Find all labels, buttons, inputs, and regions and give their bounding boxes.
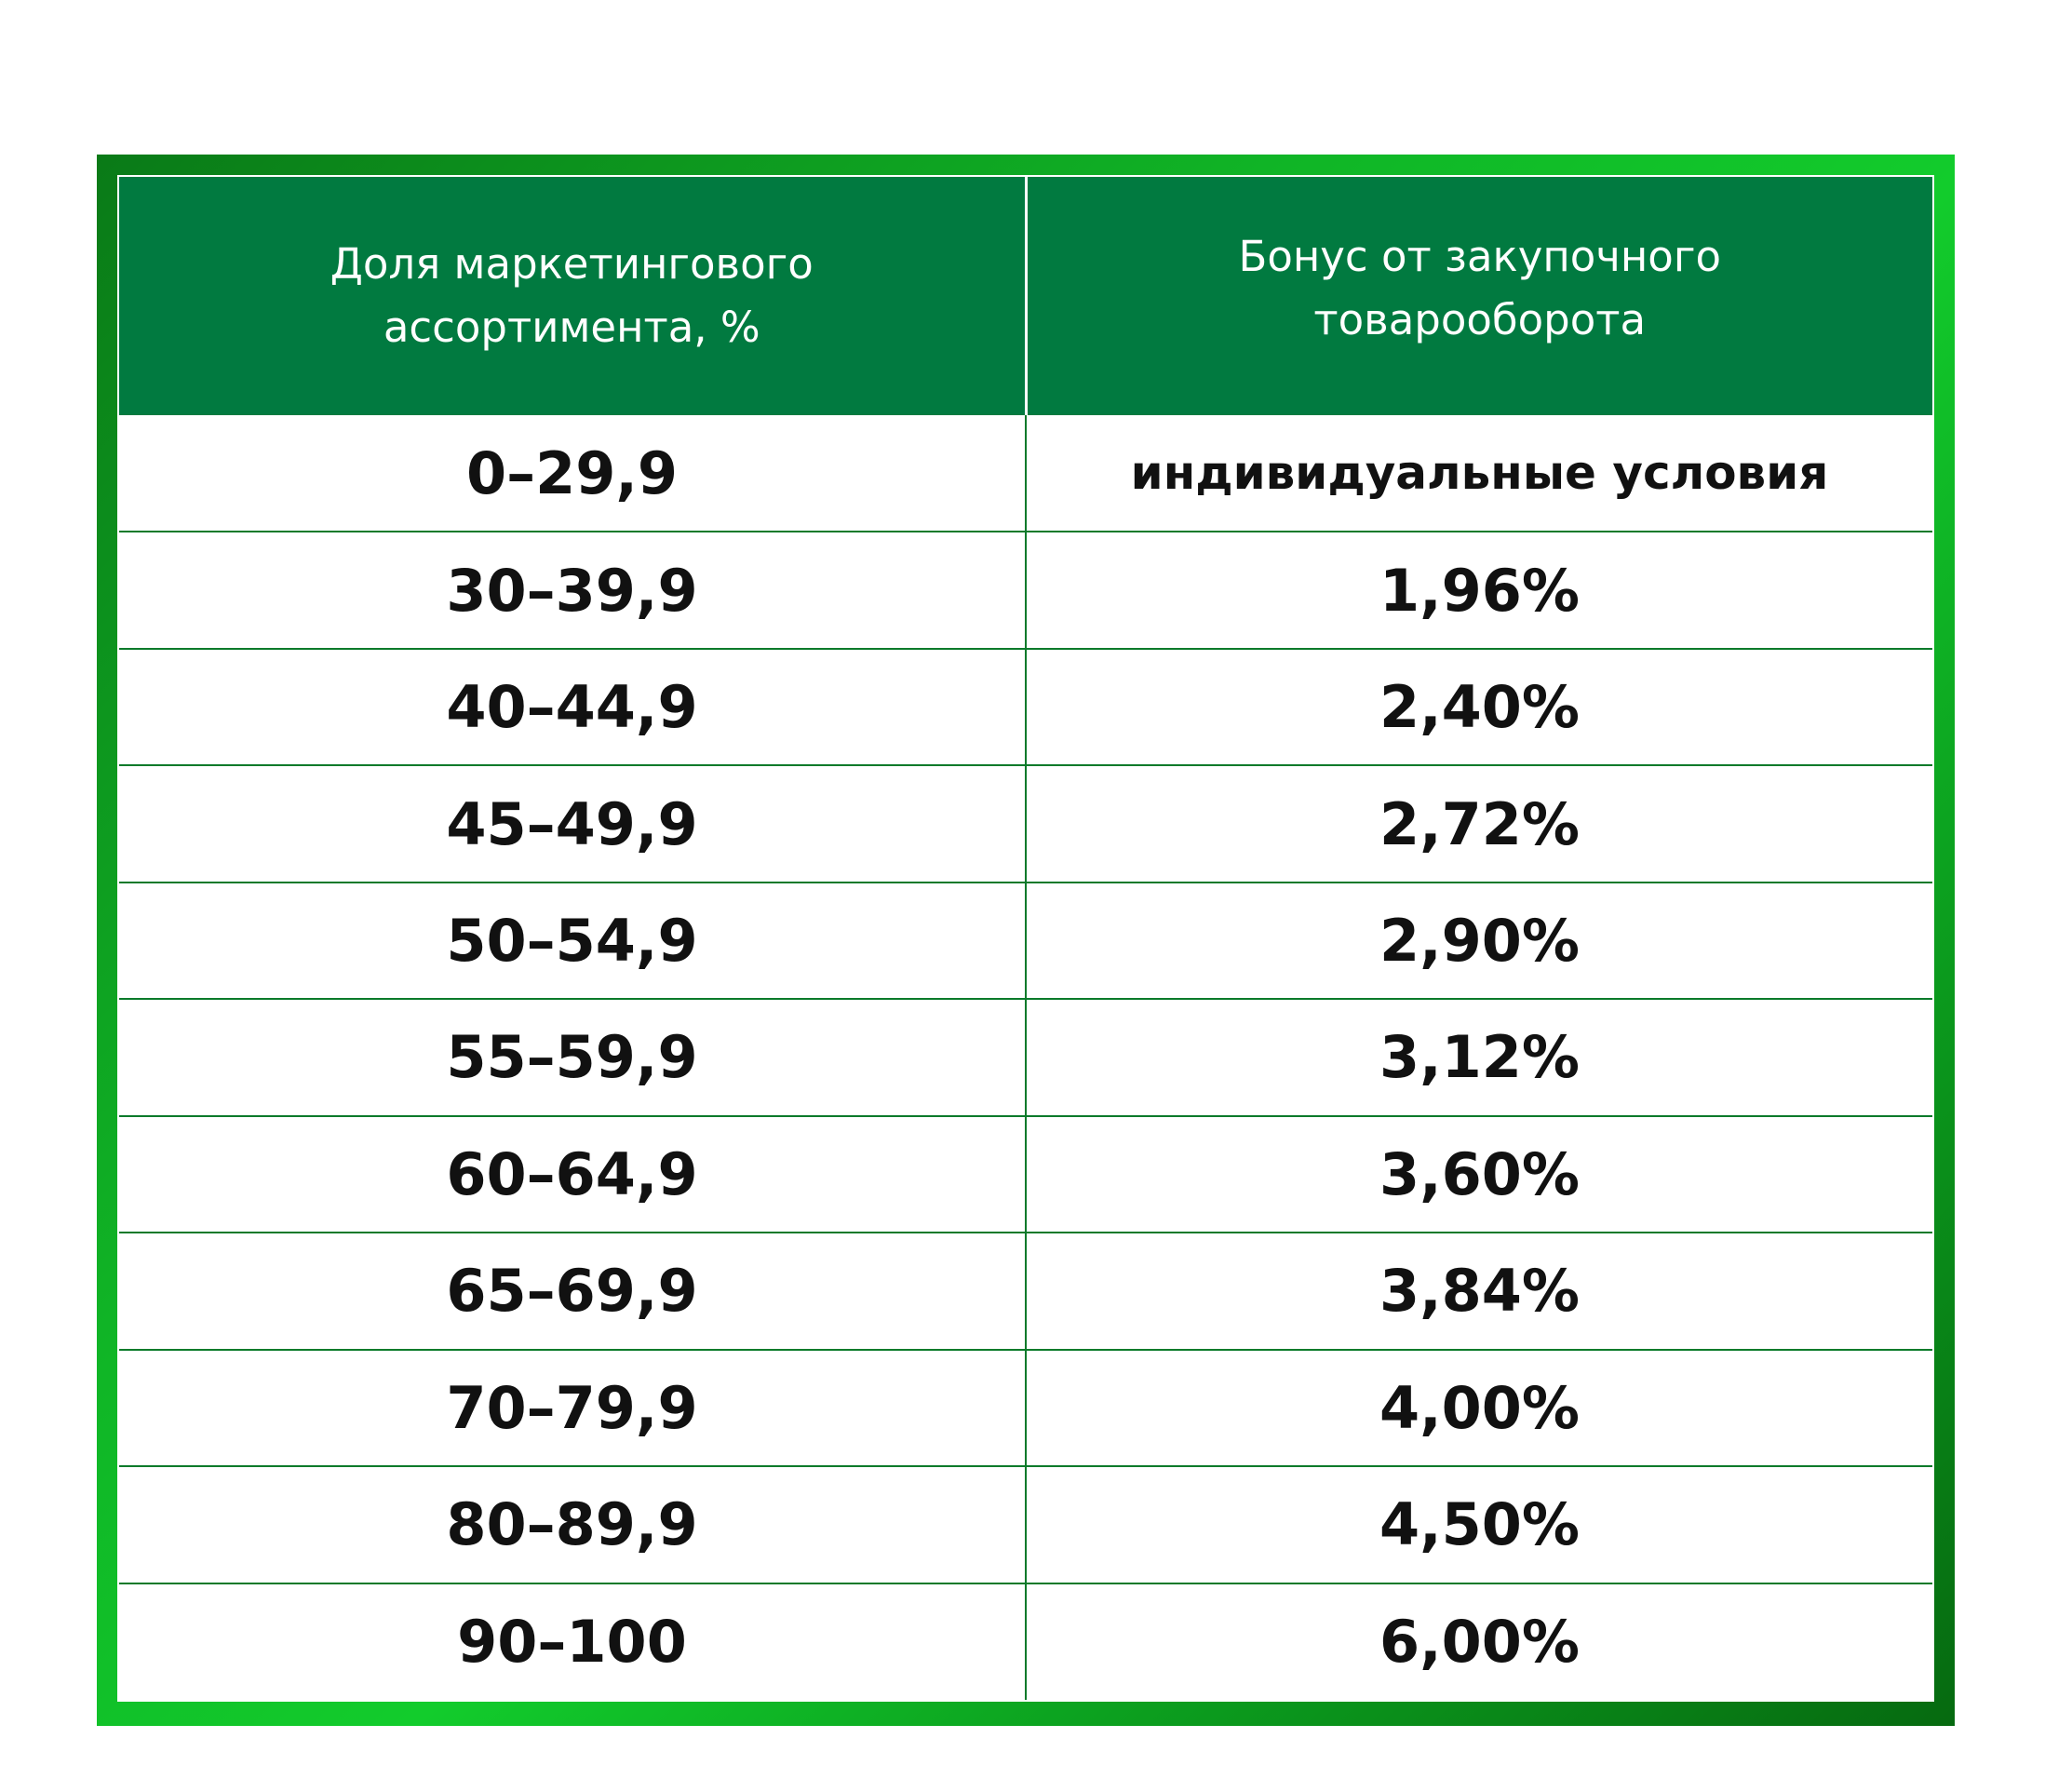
table-row: 50–54,9 2,90% <box>119 881 1932 1000</box>
bonus-value-cell: 2,90% <box>1026 881 1932 1000</box>
table-row: 30–39,9 1,96% <box>119 531 1932 649</box>
share-range-cell: 0–29,9 <box>119 415 1027 532</box>
bonus-value-cell: 3,12% <box>1026 998 1932 1116</box>
table-frame: Доля маркетингового ассортимента, % Бону… <box>97 155 1955 1726</box>
table-row: 0–29,9 индивидуальные условия <box>119 415 1932 532</box>
table-row: 55–59,9 3,12% <box>119 998 1932 1116</box>
table-row: 80–89,9 4,50% <box>119 1465 1932 1583</box>
header-bonus: Бонус от закупочного товарооборота <box>1026 177 1932 415</box>
table-row: 60–64,9 3,60% <box>119 1114 1932 1233</box>
header-row: Доля маркетингового ассортимента, % Бону… <box>119 177 1932 415</box>
bonus-value-cell: 6,00% <box>1026 1582 1932 1700</box>
share-range-cell: 40–44,9 <box>119 647 1027 766</box>
bonus-value-cell: 3,84% <box>1026 1232 1932 1350</box>
share-range-cell: 60–64,9 <box>119 1114 1027 1233</box>
bonus-value-cell: 2,40% <box>1026 647 1932 766</box>
table-row: 90–100 6,00% <box>119 1582 1932 1700</box>
share-range-cell: 70–79,9 <box>119 1348 1027 1467</box>
table-row: 65–69,9 3,84% <box>119 1232 1932 1350</box>
bonus-value-cell: 2,72% <box>1026 764 1932 883</box>
header-share-line2: ассортимента, % <box>383 303 760 352</box>
share-range-cell: 45–49,9 <box>119 764 1027 883</box>
bonus-table: Доля маркетингового ассортимента, % Бону… <box>119 177 1932 1700</box>
table-row: 45–49,9 2,72% <box>119 764 1932 883</box>
header-bonus-line1: Бонус от закупочного <box>1238 232 1722 281</box>
share-range-cell: 80–89,9 <box>119 1465 1027 1583</box>
share-range-cell: 55–59,9 <box>119 998 1027 1116</box>
table-container: Доля маркетингового ассортимента, % Бону… <box>117 175 1934 1702</box>
bonus-value-cell: 4,00% <box>1026 1348 1932 1467</box>
share-range-cell: 90–100 <box>119 1582 1027 1700</box>
header-share-line1: Доля маркетингового <box>330 239 814 289</box>
bonus-value-cell: 3,60% <box>1026 1114 1932 1233</box>
table-row: 70–79,9 4,00% <box>119 1348 1932 1467</box>
share-range-cell: 65–69,9 <box>119 1232 1027 1350</box>
bonus-value-cell: индивидуальные условия <box>1130 446 1829 501</box>
bonus-value-cell: 4,50% <box>1026 1465 1932 1583</box>
share-range-cell: 50–54,9 <box>119 881 1027 1000</box>
header-share: Доля маркетингового ассортимента, % <box>119 177 1028 415</box>
share-range-cell: 30–39,9 <box>119 531 1027 649</box>
header-bonus-line2: товарооборота <box>1313 295 1647 344</box>
bonus-value-cell: 1,96% <box>1026 531 1932 649</box>
table-row: 40–44,9 2,40% <box>119 647 1932 766</box>
